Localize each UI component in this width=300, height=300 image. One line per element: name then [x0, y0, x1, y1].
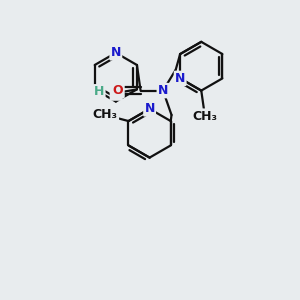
- Text: O: O: [113, 84, 124, 97]
- Text: CH₃: CH₃: [93, 109, 118, 122]
- Text: N: N: [144, 102, 155, 116]
- Text: N: N: [158, 84, 168, 97]
- Text: N: N: [175, 72, 185, 85]
- Text: N: N: [111, 46, 121, 59]
- Text: O: O: [111, 86, 122, 100]
- Text: CH₃: CH₃: [192, 110, 218, 123]
- Text: H: H: [94, 85, 104, 98]
